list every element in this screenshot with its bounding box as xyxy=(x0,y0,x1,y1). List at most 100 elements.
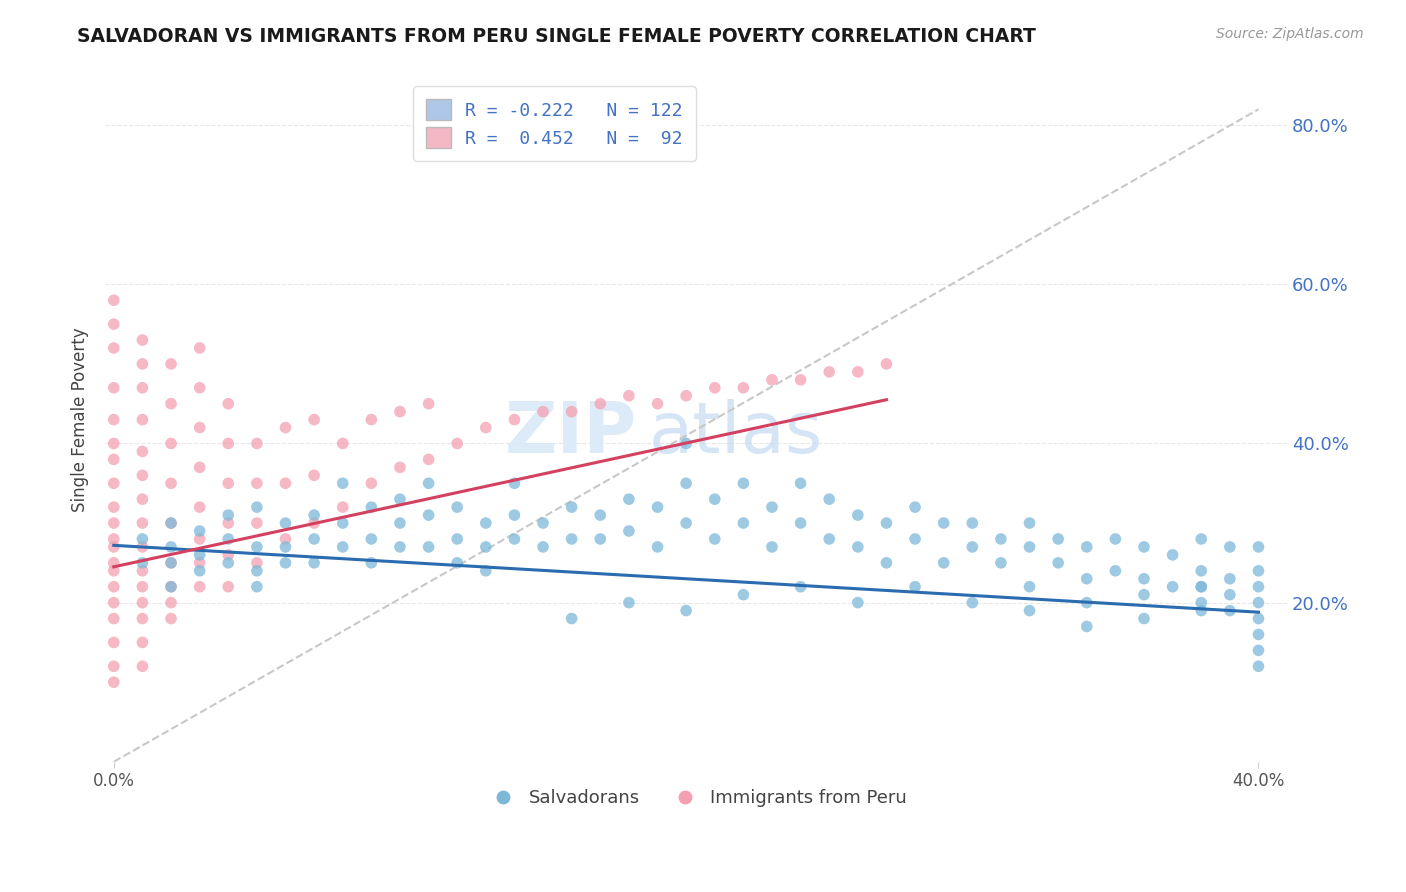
Point xyxy=(703,381,725,395)
Point xyxy=(846,508,869,522)
Point xyxy=(103,317,125,331)
Point xyxy=(1076,596,1098,610)
Point xyxy=(188,381,211,395)
Point xyxy=(1247,611,1270,625)
Point xyxy=(962,516,984,530)
Point xyxy=(1047,532,1070,546)
Point xyxy=(475,540,498,554)
Point xyxy=(103,412,125,426)
Point xyxy=(789,373,811,387)
Point xyxy=(332,436,354,450)
Point xyxy=(990,532,1012,546)
Point xyxy=(103,381,125,395)
Point xyxy=(246,516,269,530)
Point xyxy=(360,532,382,546)
Point xyxy=(1219,540,1241,554)
Point xyxy=(446,556,468,570)
Text: ZIP: ZIP xyxy=(505,399,637,467)
Point xyxy=(561,500,583,515)
Point xyxy=(188,460,211,475)
Point xyxy=(246,580,269,594)
Point xyxy=(1076,540,1098,554)
Point xyxy=(217,548,239,562)
Point xyxy=(103,556,125,570)
Point xyxy=(188,556,211,570)
Point xyxy=(561,404,583,418)
Point xyxy=(274,476,297,491)
Point xyxy=(302,508,325,522)
Point xyxy=(703,532,725,546)
Point xyxy=(360,556,382,570)
Point xyxy=(103,580,125,594)
Point xyxy=(302,516,325,530)
Text: Source: ZipAtlas.com: Source: ZipAtlas.com xyxy=(1216,27,1364,41)
Point xyxy=(846,596,869,610)
Point xyxy=(703,492,725,507)
Point xyxy=(675,436,697,450)
Point xyxy=(388,492,411,507)
Point xyxy=(418,397,440,411)
Point xyxy=(188,548,211,562)
Point xyxy=(875,357,897,371)
Point xyxy=(388,540,411,554)
Point xyxy=(446,500,468,515)
Point xyxy=(617,492,640,507)
Point xyxy=(160,596,183,610)
Point xyxy=(274,532,297,546)
Point xyxy=(360,476,382,491)
Point xyxy=(1247,596,1270,610)
Point xyxy=(160,556,183,570)
Point xyxy=(904,500,927,515)
Point xyxy=(103,341,125,355)
Point xyxy=(1189,580,1212,594)
Point xyxy=(932,556,955,570)
Point xyxy=(1189,596,1212,610)
Point xyxy=(217,476,239,491)
Point xyxy=(1219,588,1241,602)
Point xyxy=(418,540,440,554)
Point xyxy=(360,500,382,515)
Point xyxy=(103,293,125,308)
Point xyxy=(617,389,640,403)
Point xyxy=(246,564,269,578)
Point xyxy=(188,580,211,594)
Point xyxy=(302,532,325,546)
Point xyxy=(1247,580,1270,594)
Point xyxy=(617,596,640,610)
Point xyxy=(446,436,468,450)
Point xyxy=(932,516,955,530)
Point xyxy=(131,611,153,625)
Point xyxy=(274,540,297,554)
Point xyxy=(388,460,411,475)
Point xyxy=(875,516,897,530)
Point xyxy=(475,564,498,578)
Point xyxy=(217,516,239,530)
Point xyxy=(103,452,125,467)
Point xyxy=(1247,564,1270,578)
Point xyxy=(103,635,125,649)
Y-axis label: Single Female Poverty: Single Female Poverty xyxy=(72,327,89,512)
Point xyxy=(1247,540,1270,554)
Point xyxy=(503,476,526,491)
Point xyxy=(647,500,669,515)
Point xyxy=(131,381,153,395)
Point xyxy=(246,436,269,450)
Point xyxy=(561,532,583,546)
Point xyxy=(1076,619,1098,633)
Point xyxy=(246,476,269,491)
Point xyxy=(160,357,183,371)
Point xyxy=(103,659,125,673)
Point xyxy=(1104,564,1126,578)
Point xyxy=(160,516,183,530)
Point xyxy=(1133,540,1156,554)
Point xyxy=(160,476,183,491)
Point xyxy=(503,508,526,522)
Point xyxy=(302,412,325,426)
Point xyxy=(589,397,612,411)
Point xyxy=(1047,556,1070,570)
Point xyxy=(131,412,153,426)
Point xyxy=(332,476,354,491)
Point xyxy=(475,420,498,434)
Point xyxy=(503,532,526,546)
Point xyxy=(1189,604,1212,618)
